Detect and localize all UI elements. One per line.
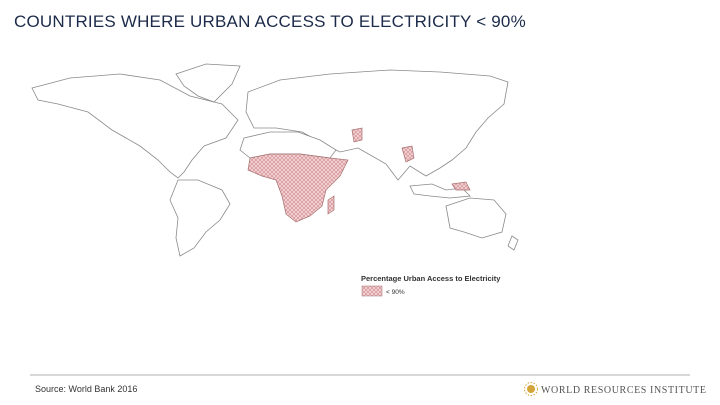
north-america <box>31 73 239 179</box>
south-america <box>169 179 231 257</box>
greenland <box>175 63 241 103</box>
slide-title: COUNTRIES WHERE URBAN ACCESS TO ELECTRIC… <box>14 12 526 31</box>
logo-mark <box>527 385 535 393</box>
papua-hatched <box>451 181 471 191</box>
logo-rays <box>524 382 538 396</box>
south-asia-hatched <box>351 127 363 143</box>
australia <box>445 197 507 239</box>
madagascar <box>327 195 335 215</box>
islands <box>409 183 471 199</box>
world-map <box>31 63 519 257</box>
legend-label: < 90% <box>386 289 405 296</box>
sub-saharan-africa <box>247 153 349 223</box>
logo-text: WORLD RESOURCES INSTITUTE <box>541 385 707 396</box>
southeast-asia-hatched <box>401 145 415 163</box>
legend: Percentage Urban Access to Electricity <… <box>361 274 501 297</box>
legend-swatch <box>361 285 383 297</box>
eurasia <box>245 69 509 181</box>
new-zealand <box>507 235 519 251</box>
logo: WORLD RESOURCES INSTITUTE <box>524 382 707 396</box>
source: Source: World Bank 2016 <box>35 384 137 394</box>
legend-title: Percentage Urban Access to Electricity <box>361 274 501 283</box>
